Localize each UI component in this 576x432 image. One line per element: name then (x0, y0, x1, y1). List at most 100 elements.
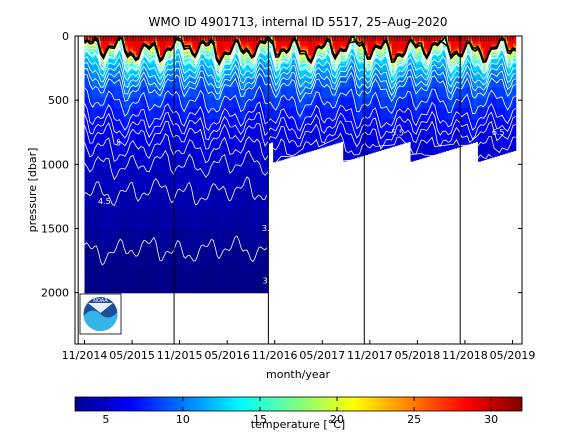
heat-cell (200, 107, 204, 121)
heat-cell (176, 247, 180, 268)
heat-cell (308, 145, 312, 152)
heat-cell (337, 70, 342, 79)
heat-cell (353, 55, 358, 60)
heat-cell (119, 119, 123, 133)
heat-cell (200, 78, 204, 88)
heat-cell (429, 59, 433, 65)
heat-cell (130, 41, 134, 45)
heat-cell (108, 228, 113, 249)
heat-cell (219, 267, 223, 287)
heat-cell (173, 145, 177, 159)
heat-cell (227, 48, 231, 52)
heat-cell (316, 145, 320, 150)
heat-cell (208, 157, 212, 172)
heat-cell (351, 78, 355, 88)
heat-cell (141, 247, 145, 268)
heat-cell (383, 51, 387, 56)
heat-cell (251, 190, 255, 210)
heat-cell (151, 286, 156, 294)
heat-cell (415, 107, 420, 121)
heat-cell (321, 119, 325, 133)
heat-cell (302, 132, 307, 146)
heat-cell (124, 170, 129, 191)
heat-cell (168, 107, 172, 121)
heat-cell (424, 145, 428, 158)
heat-cell (92, 97, 96, 109)
heat-cell (230, 78, 234, 88)
heat-cell (424, 48, 428, 52)
heat-cell (84, 247, 88, 268)
heat-cell (141, 209, 145, 230)
heat-cell (84, 267, 88, 287)
heat-cell (124, 228, 129, 249)
heat-cell (176, 132, 180, 146)
heat-cell (251, 119, 255, 133)
heat-cell (294, 36, 298, 40)
heat-cell (292, 107, 296, 121)
heat-cell (170, 119, 175, 133)
heat-cell (504, 107, 509, 121)
heat-cell (165, 59, 169, 65)
heat-cell (364, 97, 369, 109)
heat-cell (437, 97, 441, 109)
heat-cell (459, 55, 463, 60)
heat-cell (243, 70, 247, 79)
heat-cell (232, 267, 237, 287)
y-tick-label: 500 (48, 94, 69, 107)
heat-cell (200, 286, 204, 294)
heat-cell (224, 59, 228, 65)
heat-cell (405, 97, 409, 109)
heat-cell (335, 70, 339, 79)
heat-cell (413, 119, 417, 133)
heat-cell (437, 55, 441, 60)
heat-cell (116, 107, 121, 121)
heat-cell (149, 228, 153, 249)
heat-cell (154, 87, 158, 99)
y-tick-label: 1500 (41, 223, 69, 236)
heat-cell (184, 209, 188, 230)
heat-cell (84, 107, 88, 121)
heat-cell (184, 64, 188, 72)
heat-cell (353, 64, 358, 72)
heat-cell (138, 170, 142, 191)
heat-cell (219, 43, 223, 47)
heat-cell (122, 209, 126, 230)
heat-cell (445, 36, 449, 40)
heat-cell (383, 78, 387, 88)
heat-cell (205, 64, 210, 72)
heat-cell (348, 51, 352, 56)
heat-cell (378, 87, 382, 99)
heat-cell (138, 286, 142, 294)
heat-cell (248, 59, 253, 65)
heat-cell (227, 209, 231, 230)
heat-cell (316, 78, 320, 88)
heat-cell (133, 170, 137, 191)
isotherm-line (84, 85, 516, 118)
heat-cell (135, 64, 139, 72)
heat-cell (122, 97, 126, 109)
heat-cell (254, 36, 258, 40)
heat-cell (216, 78, 220, 88)
heat-cell (211, 64, 215, 72)
heat-cell (343, 64, 347, 72)
heat-cell (138, 145, 142, 159)
contour-label: 4.5 (98, 197, 111, 206)
heat-cell (265, 55, 269, 60)
heat-cell (138, 209, 142, 230)
heat-cell (127, 107, 131, 121)
heat-cell (246, 119, 250, 133)
heat-cell (512, 55, 517, 60)
profile-tick-marks (84, 36, 514, 41)
heat-cell (127, 48, 131, 52)
heat-cell (238, 38, 242, 42)
heat-cell (310, 132, 315, 146)
heat-cell (265, 78, 269, 88)
heat-cell (448, 70, 452, 79)
heat-cell (310, 78, 315, 88)
heat-cell (386, 145, 390, 149)
heat-cell (157, 87, 161, 99)
heat-cell (203, 228, 207, 249)
heat-cell (159, 36, 164, 40)
heat-cell (483, 87, 487, 99)
heat-cell (270, 107, 274, 121)
